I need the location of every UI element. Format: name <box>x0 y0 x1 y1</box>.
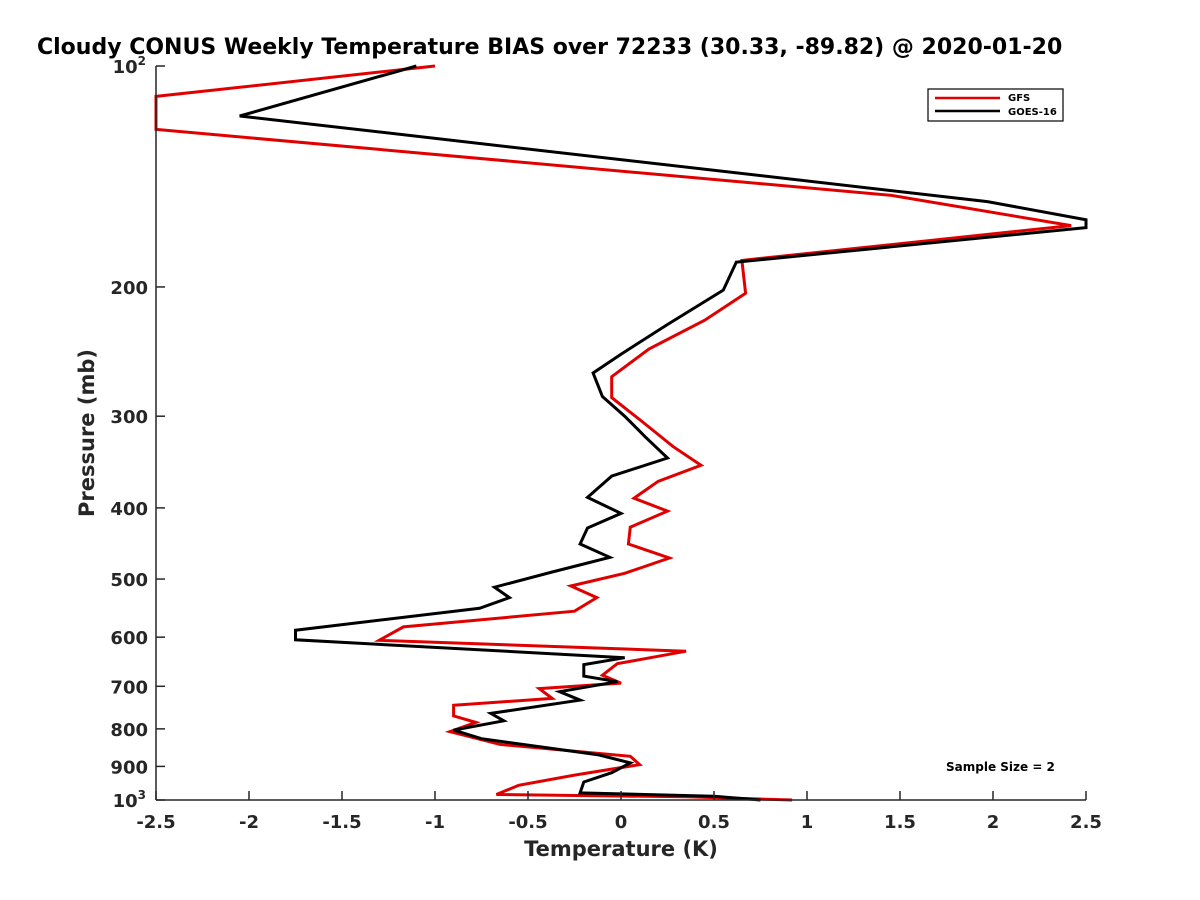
x-tick-label: 0.5 <box>698 812 730 833</box>
x-tick-label: -1.5 <box>322 812 361 833</box>
series-line-goes16 <box>239 64 1088 802</box>
y-axis-label: Pressure (mb) <box>75 349 99 517</box>
x-tick-label: 2.5 <box>1070 812 1102 833</box>
x-tick-label: -1 <box>425 812 445 833</box>
x-tick-label: 1 <box>801 812 814 833</box>
legend: GFS GOES-16 <box>927 88 1064 122</box>
y-tick-label: 200 <box>110 278 148 299</box>
x-tick-label: -2 <box>239 812 259 833</box>
x-ticks: -2.5 -2 -1.5 -1 -0.5 0 0.5 1 1.5 2 2.5 <box>136 791 1102 833</box>
legend-label-goes16: GOES-16 <box>1008 107 1057 118</box>
series-layer <box>154 64 1088 802</box>
x-tick-label: 0 <box>615 812 628 833</box>
legend-label-gfs: GFS <box>1008 93 1030 104</box>
sample-size-annotation: Sample Size = 2 <box>946 760 1055 774</box>
y-tick-label: 300 <box>110 407 148 428</box>
y-tick-label: 102 <box>113 54 146 78</box>
x-tick-label: -2.5 <box>136 812 175 833</box>
y-tick-label: 103 <box>113 788 146 812</box>
y-tick-label: 800 <box>110 720 148 741</box>
y-tick-label: 600 <box>110 628 148 649</box>
y-tick-label: 500 <box>110 570 148 591</box>
x-tick-label: -0.5 <box>508 812 547 833</box>
y-tick-label: 700 <box>110 677 148 698</box>
chart-title: Cloudy CONUS Weekly Temperature BIAS ove… <box>37 35 1062 60</box>
x-axis-label: Temperature (K) <box>524 837 718 861</box>
x-tick-label: 1.5 <box>884 812 916 833</box>
y-tick-label: 900 <box>110 757 148 778</box>
plot-area <box>156 66 1086 800</box>
y-tick-label: 400 <box>110 499 148 520</box>
series-line-gfs <box>154 64 1072 802</box>
x-tick-label: 2 <box>987 812 1000 833</box>
y-ticks: 102 200 300 400 500 600 700 800 900 103 <box>110 54 165 812</box>
legend-box <box>927 88 1064 122</box>
